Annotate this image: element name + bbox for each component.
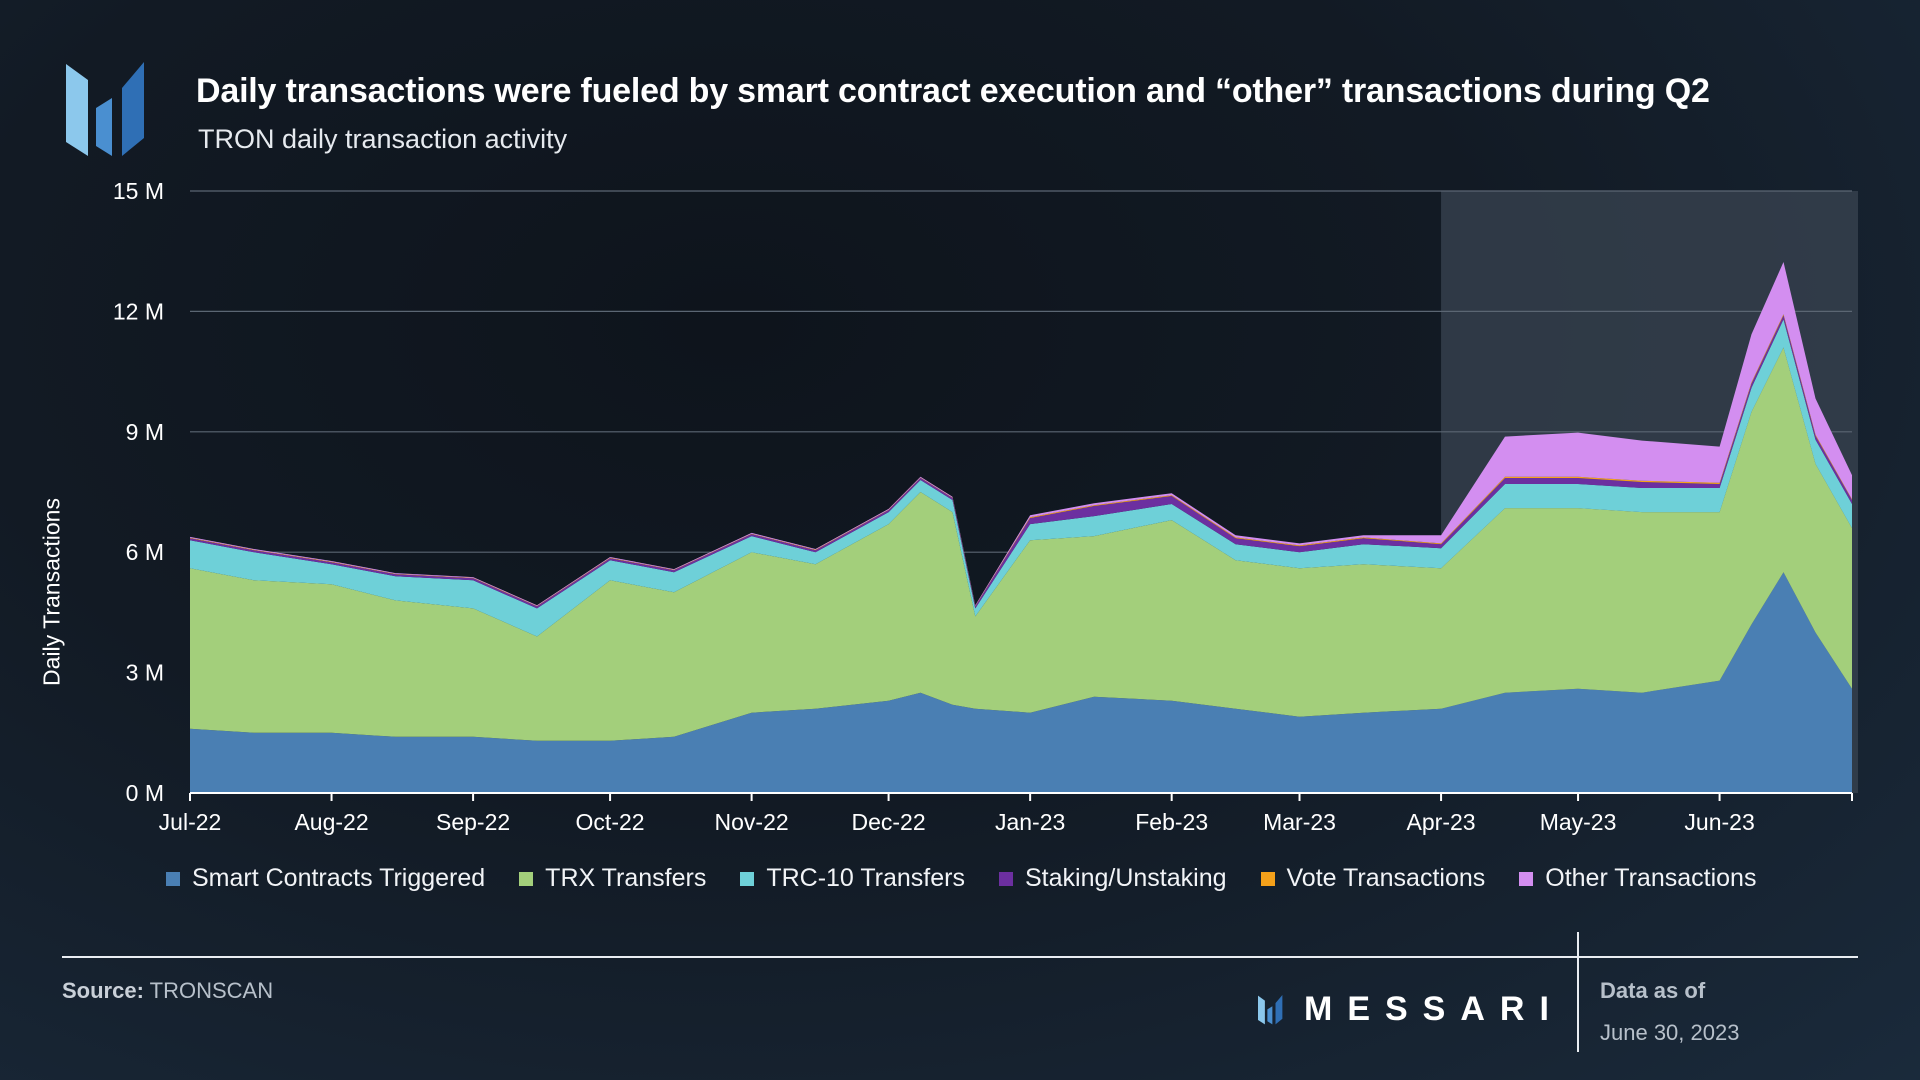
x-tick-label: Feb-23 (1135, 809, 1208, 835)
axes: 0 M 3 M 6 M 9 M 12 M 15 M Jul-22 Aug-22 Sep-22 Oc… (113, 178, 1853, 835)
y-tick-label: 12 M (113, 298, 164, 324)
y-tick-label: 0 M (126, 780, 164, 806)
legend-label: Staking/Unstaking (1025, 864, 1227, 892)
legend-label: Vote Transactions (1286, 864, 1486, 892)
legend-swatch (1519, 871, 1534, 886)
legend-item: Smart Contracts Triggered (166, 864, 485, 893)
legend-label: TRX Transfers (545, 864, 707, 892)
x-tick-label: May-23 (1540, 809, 1617, 835)
x-tick-label: Sep-22 (436, 809, 510, 835)
as-of-date: June 30, 2023 (1600, 1020, 1740, 1045)
legend-label: Other Transactions (1545, 864, 1757, 892)
legend-item: TRC-10 Transfers (740, 864, 965, 893)
as-of-label: Data as of (1600, 978, 1706, 1003)
x-tick-label: Nov-22 (715, 809, 789, 835)
messari-small-logo-icon (1258, 994, 1283, 1024)
legend-swatch (999, 871, 1013, 886)
legend-swatch (519, 871, 534, 886)
stacked-areas (190, 262, 1852, 793)
brand-name: MESSARI (1304, 990, 1564, 1028)
y-tick-label: 9 M (126, 419, 164, 445)
legend-swatch (740, 871, 755, 886)
legend-label: Smart Contracts Triggered (192, 864, 486, 892)
x-tick-label: Jan-23 (995, 809, 1065, 835)
legend-swatch (1260, 871, 1275, 886)
brand-mark: MESSARI (1256, 990, 1564, 1029)
area-smart-contracts-triggered (190, 572, 1852, 793)
y-tick-label: 3 M (126, 660, 164, 686)
source-label: Source: (62, 978, 144, 1003)
x-tick-label: Mar-23 (1263, 809, 1336, 835)
area-trx-transfers (190, 347, 1852, 741)
legend-item: Other Transactions (1519, 864, 1756, 893)
legend: Smart Contracts Triggered TRX Transfers TR… (166, 864, 1756, 893)
x-tick-label: Jul-22 (159, 809, 222, 835)
legend-item: Staking/Unstaking (999, 864, 1227, 893)
y-tick-label: 15 M (113, 178, 164, 204)
legend-item: Vote Transactions (1260, 864, 1486, 893)
x-tick-label: Aug-22 (294, 809, 368, 835)
source-value: TRONSCAN (149, 978, 274, 1003)
chart-title: Daily transactions were fueled by smart … (196, 72, 1710, 110)
area-trc-10-transfers (190, 319, 1852, 637)
legend-label: TRC-10 Transfers (766, 864, 965, 892)
messari-logo-icon (66, 62, 144, 156)
chart-subtitle: TRON daily transaction activity (198, 124, 568, 154)
footer-divider (62, 956, 1858, 958)
x-tick-label: Oct-22 (576, 809, 645, 835)
source-note: Source: TRONSCAN (62, 978, 273, 1004)
legend-swatch (166, 871, 180, 886)
x-tick-label: Dec-22 (852, 809, 926, 835)
footer-vertical-divider (1577, 932, 1579, 1052)
x-tick-label: Apr-23 (1407, 809, 1476, 835)
y-tick-label: 6 M (126, 539, 164, 565)
legend-item: TRX Transfers (519, 864, 706, 893)
x-tick-label: Jun-23 (1684, 809, 1754, 835)
